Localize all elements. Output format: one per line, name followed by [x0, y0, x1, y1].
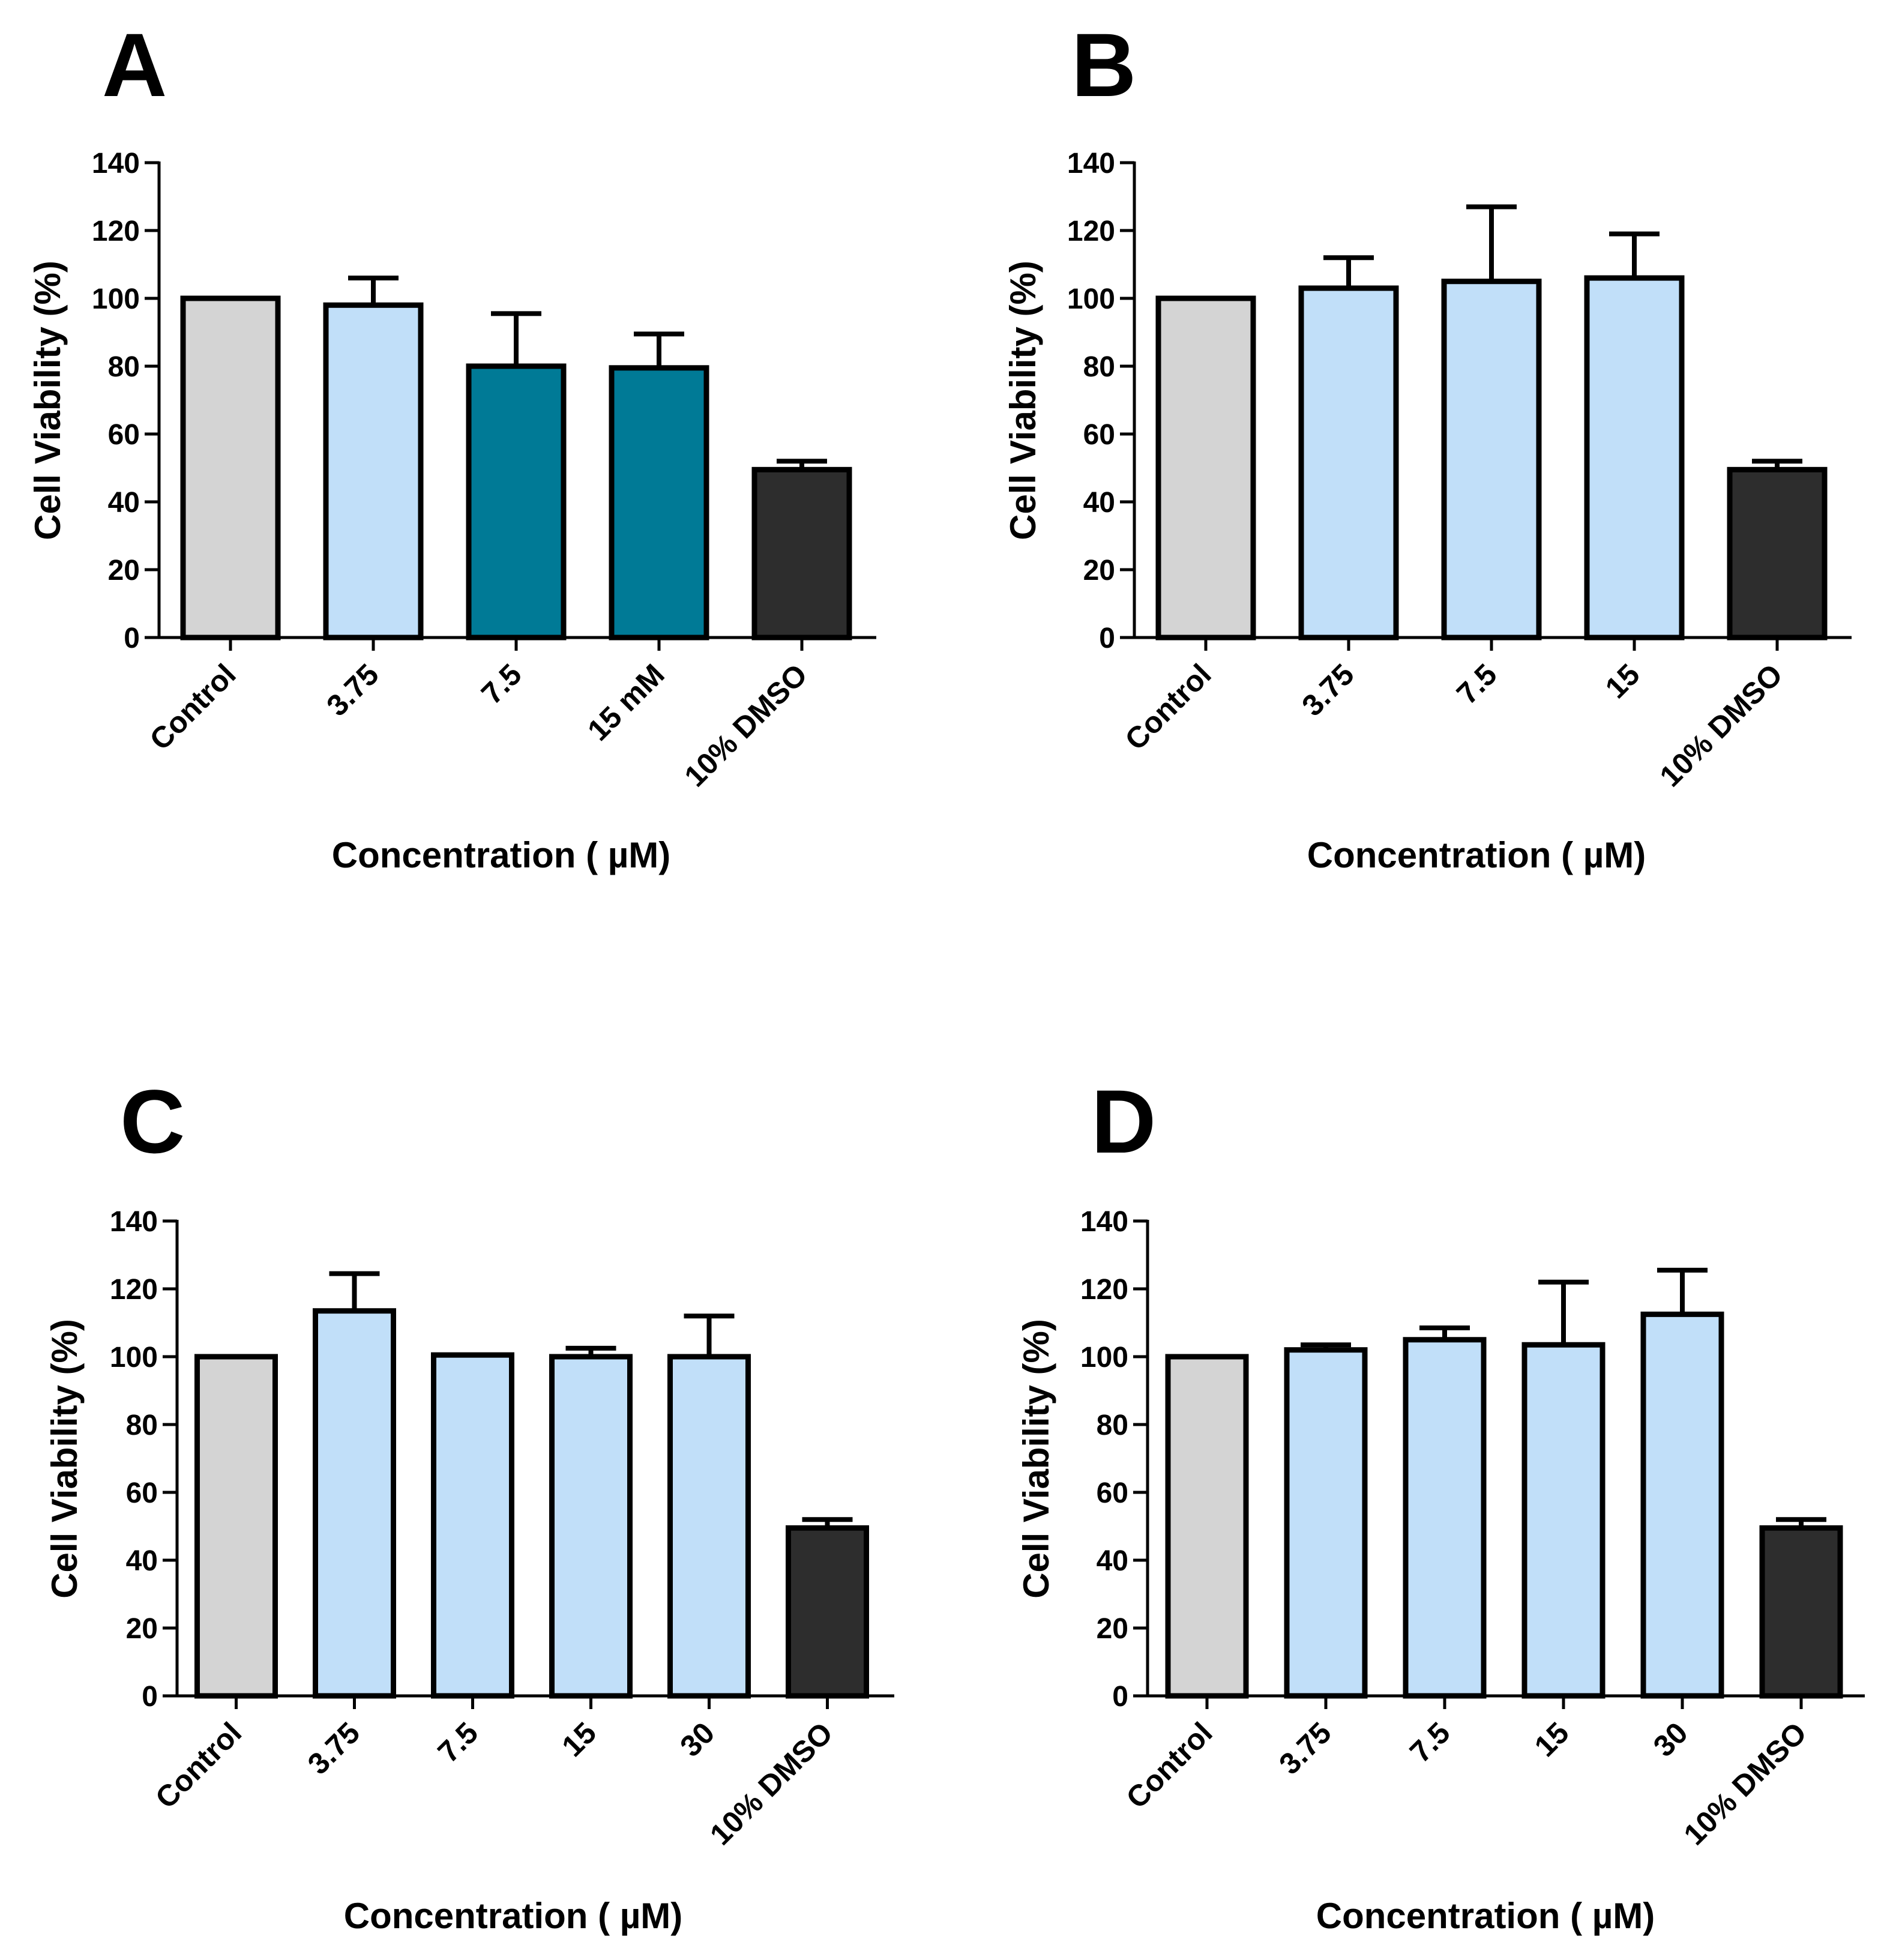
bar-control [180, 295, 281, 641]
y-axis-title: Cell Viability (%) [44, 1319, 85, 1599]
bar-15 [1584, 275, 1685, 641]
y-tick-label: 0 [142, 1681, 158, 1713]
bar-15-mm [609, 365, 709, 641]
x-tick-label: 7.5 [432, 1716, 485, 1769]
x-tick-label: 3.75 [1272, 1716, 1337, 1781]
bar-3-75 [1298, 285, 1399, 641]
bar-3-75 [313, 1308, 396, 1699]
panel-letter-d: D [1091, 1071, 1156, 1172]
y-tick-label: 20 [126, 1613, 158, 1645]
bar-30 [667, 1354, 751, 1699]
y-tick-label: 0 [1099, 623, 1115, 654]
y-tick-label: 120 [110, 1274, 158, 1306]
y-tick-label: 100 [1080, 1342, 1128, 1374]
y-tick-label: 80 [1097, 1410, 1128, 1441]
x-tick-label: 15 [1528, 1716, 1575, 1763]
y-tick-label: 40 [1083, 487, 1115, 519]
bar-15 [549, 1354, 633, 1699]
y-tick-label: 140 [110, 1206, 158, 1238]
bar-10-dmso [1759, 1525, 1843, 1699]
y-tick-label: 100 [92, 283, 140, 315]
x-axis-title: Concentration ( µM) [344, 1896, 683, 1936]
bar-10-dmso [1727, 466, 1828, 641]
bar-10-dmso [786, 1525, 869, 1699]
x-tick-label: 10% DMSO [703, 1716, 839, 1851]
y-tick-label: 20 [1083, 555, 1115, 586]
x-tick-label: 30 [673, 1716, 721, 1763]
bar-control [1165, 1354, 1249, 1699]
y-tick-label: 60 [1083, 419, 1115, 451]
panel-c: C Cell Viability (%) Concentration ( µM)… [44, 1071, 894, 1936]
y-tick-label: 60 [126, 1477, 158, 1509]
y-tick-label: 140 [1080, 1206, 1128, 1238]
y-tick-label: 140 [1067, 148, 1115, 179]
y-tick-label: 60 [1097, 1477, 1128, 1509]
y-tick-label: 120 [1067, 216, 1115, 247]
panel-letter-a: A [102, 14, 167, 115]
panel-a: A Cell Viability (%) Concentration ( µM)… [28, 14, 876, 875]
y-tick-label: 20 [1097, 1613, 1128, 1645]
bar-7-5 [466, 363, 567, 641]
y-axis-title: Cell Viability (%) [28, 261, 68, 540]
x-axis-title: Concentration ( µM) [1307, 835, 1646, 875]
y-tick-label: 140 [92, 148, 140, 179]
bar-10-dmso [751, 466, 852, 641]
x-tick-label: 30 [1647, 1716, 1694, 1763]
bar-30 [1640, 1311, 1724, 1699]
x-tick-label: 10% DMSO [1678, 1716, 1813, 1851]
x-tick-label: 10% DMSO [678, 657, 814, 793]
y-tick-label: 0 [1112, 1681, 1128, 1713]
x-tick-label: 10% DMSO [1654, 657, 1789, 793]
x-tick-label: Control [1120, 1716, 1219, 1815]
x-tick-label: 15 [1599, 657, 1646, 705]
y-tick-label: 0 [124, 623, 140, 654]
y-axis-title: Cell Viability (%) [1003, 261, 1043, 540]
y-tick-label: 80 [108, 351, 140, 383]
panel-d: D Cell Viability (%) Concentration ( µM)… [1016, 1071, 1865, 1936]
y-tick-label: 40 [1097, 1545, 1128, 1577]
x-tick-label: 3.75 [1295, 657, 1360, 722]
bar-3-75 [1284, 1347, 1368, 1699]
y-tick-label: 60 [108, 419, 140, 451]
y-tick-label: 40 [126, 1545, 158, 1577]
x-axis-title: Concentration ( µM) [332, 835, 671, 875]
bar-control [194, 1354, 278, 1699]
x-tick-label: Control [143, 657, 242, 756]
y-tick-label: 20 [108, 555, 140, 586]
panel-letter-b: B [1071, 14, 1136, 115]
x-tick-label: Control [1119, 657, 1218, 756]
x-tick-label: 15 mM [581, 657, 671, 747]
x-tick-label: 15 [555, 1716, 603, 1763]
x-tick-label: 7.5 [1450, 657, 1503, 711]
bar-3-75 [323, 302, 424, 641]
x-tick-label: 7.5 [475, 657, 528, 711]
bar-control [1155, 295, 1256, 641]
y-tick-label: 100 [110, 1342, 158, 1374]
bar-15 [1521, 1342, 1606, 1699]
x-tick-label: 3.75 [301, 1716, 366, 1781]
bar-7-5 [1441, 279, 1542, 641]
y-tick-label: 100 [1067, 283, 1115, 315]
panel-letter-c: C [120, 1071, 185, 1172]
panel-b: B Cell Viability (%) Concentration ( µM)… [1003, 14, 1852, 875]
y-tick-label: 40 [108, 487, 140, 519]
bar-7-5 [431, 1352, 514, 1699]
x-tick-label: Control [149, 1716, 248, 1815]
y-tick-label: 80 [1083, 351, 1115, 383]
y-tick-label: 120 [92, 216, 140, 247]
x-tick-label: 7.5 [1403, 1716, 1457, 1769]
x-axis-title: Concentration ( µM) [1316, 1896, 1655, 1936]
y-tick-label: 80 [126, 1410, 158, 1441]
y-tick-label: 120 [1080, 1274, 1128, 1306]
x-tick-label: 3.75 [320, 657, 385, 722]
y-axis-title: Cell Viability (%) [1016, 1319, 1056, 1599]
bar-7-5 [1403, 1337, 1487, 1699]
